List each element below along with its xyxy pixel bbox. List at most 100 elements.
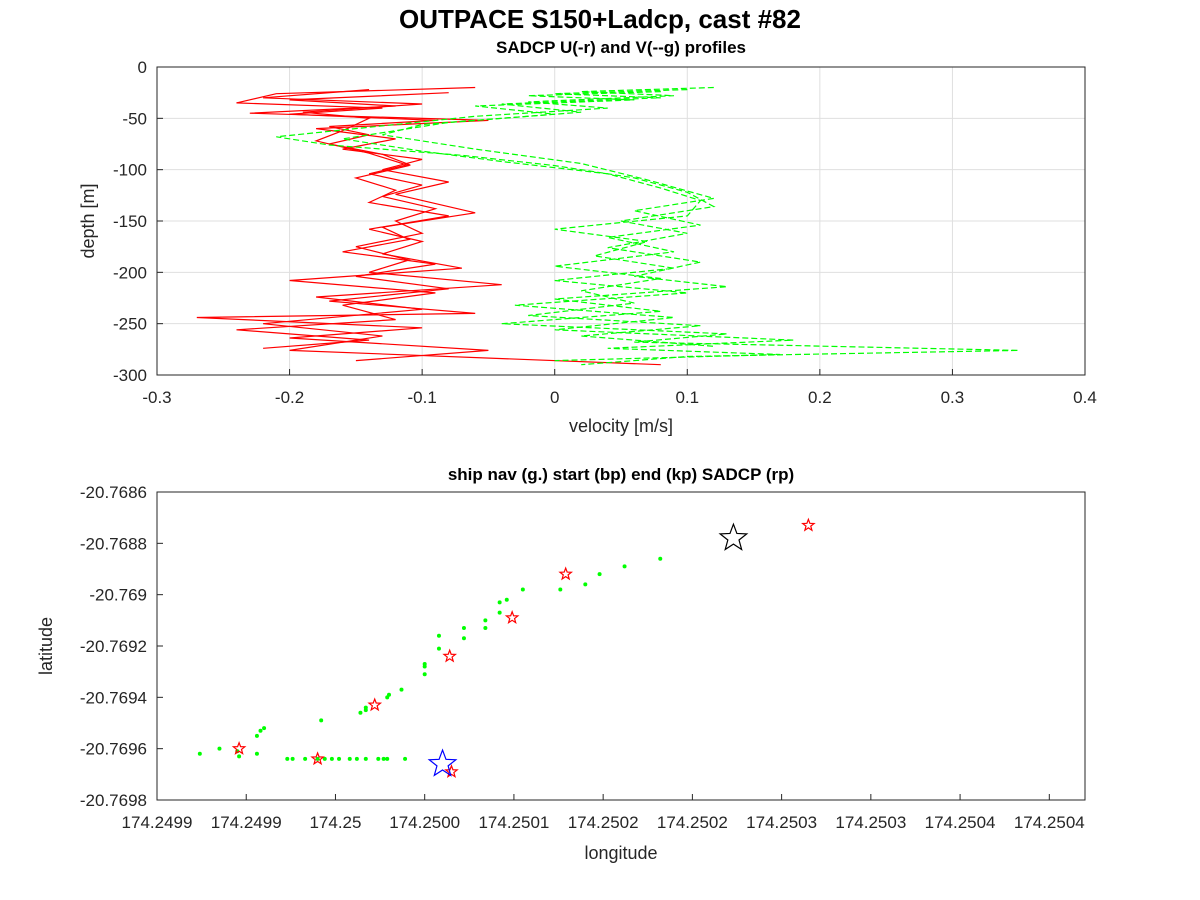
profiles-x-tick-label: 0.1 — [675, 388, 699, 407]
ship-nav-point — [422, 661, 427, 666]
profiles-x-axis-label: velocity [m/s] — [569, 416, 673, 436]
ship-nav-point — [358, 710, 363, 715]
ship-nav-point — [461, 636, 466, 641]
nav-y-tick-label: -20.7688 — [80, 534, 147, 553]
profiles-axes: SADCP U(-r) and V(--g) profiles -0.3 -0.2… — [78, 38, 1097, 436]
profiles-ticks: -0.3 -0.2 -0.1 0 0.1 0.2 0.3 0.4 0 -50 -100 -150 -20… — [113, 58, 1097, 407]
nav-y-tick-label: -20.769 — [89, 586, 147, 605]
nav-y-axis-label: latitude — [36, 617, 56, 675]
end-star-marker — [718, 522, 749, 551]
profiles-x-tick-label: 0 — [550, 388, 559, 407]
nav-x-tick-label: 174.2503 — [835, 813, 906, 832]
ship-nav-point — [622, 564, 627, 569]
profiles-x-tick-label: 0.3 — [941, 388, 965, 407]
ship-nav-point — [303, 756, 308, 761]
ship-nav-point — [337, 756, 342, 761]
nav-y-tick-label: -20.7698 — [80, 791, 147, 810]
sadcp-star-marker — [442, 648, 458, 663]
nav-x-axis-label: longitude — [584, 843, 657, 863]
ship-nav-point — [376, 756, 381, 761]
profiles-x-tick-label: -0.1 — [407, 388, 436, 407]
profiles-y-tick-label: -100 — [113, 161, 147, 180]
v-profile-line — [382, 91, 714, 347]
nav-y-tick-label: -20.7696 — [80, 740, 147, 759]
ship-nav-point — [217, 746, 222, 751]
nav-ticks: 174.2499 174.2499 174.25 174.2500 174.2501 17… — [80, 483, 1085, 832]
ship-nav-point — [354, 756, 359, 761]
ship-nav-point — [422, 672, 427, 677]
profiles-y-tick-label: -250 — [113, 315, 147, 334]
ship-nav-point — [385, 756, 390, 761]
ship-nav-point — [322, 756, 327, 761]
ship-nav-point — [403, 756, 408, 761]
sadcp-star-marker — [558, 566, 574, 581]
v-profile-line — [342, 89, 794, 362]
nav-x-tick-label: 174.2502 — [568, 813, 639, 832]
ship-nav-point — [399, 687, 404, 692]
ship-nav-point — [583, 582, 588, 587]
nav-x-tick-label: 174.2504 — [925, 813, 996, 832]
profiles-y-axis-label: depth [m] — [78, 183, 98, 258]
profiles-series — [196, 86, 1019, 366]
ship-nav-point — [319, 718, 324, 723]
ship-nav-point — [315, 756, 320, 761]
ship-nav-point — [387, 692, 391, 697]
sadcp-star-marker — [801, 517, 816, 532]
nav-x-tick-label: 174.2502 — [657, 813, 728, 832]
profiles-x-tick-label: -0.2 — [275, 388, 304, 407]
ship-nav-point — [363, 756, 368, 761]
nav-x-tick-label: 174.2503 — [746, 813, 817, 832]
profiles-y-tick-label: 0 — [138, 58, 147, 77]
ship-nav-point — [504, 597, 509, 602]
sadcp-star-marker — [231, 740, 247, 755]
ship-nav-point — [381, 756, 386, 761]
profiles-y-tick-label: -300 — [113, 366, 147, 385]
ship-nav-point — [363, 705, 368, 710]
nav-axes: ship nav (g.) start (bp) end (kp) SADCP … — [36, 465, 1086, 863]
ship-nav-point — [254, 751, 259, 756]
ship-nav-point — [347, 756, 352, 761]
profiles-x-tick-label: 0.2 — [808, 388, 832, 407]
profiles-y-tick-label: -150 — [113, 212, 147, 231]
ship-nav-point — [658, 556, 663, 561]
nav-x-tick-label: 174.2499 — [122, 813, 193, 832]
nav-x-tick-label: 174.2501 — [478, 813, 549, 832]
ship-nav-point — [461, 626, 466, 631]
nav-axes-title: ship nav (g.) start (bp) end (kp) SADCP … — [448, 465, 794, 484]
nav-y-tick-label: -20.7686 — [80, 483, 147, 502]
ship-nav-point — [558, 587, 563, 592]
ship-nav-point — [329, 756, 334, 761]
sadcp-star-marker — [444, 764, 459, 779]
profiles-axes-title: SADCP U(-r) and V(--g) profiles — [496, 38, 746, 57]
nav-x-tick-label: 174.2500 — [389, 813, 460, 832]
nav-x-tick-label: 174.2504 — [1014, 813, 1085, 832]
ship-nav-point — [237, 754, 242, 759]
figure-title: OUTPACE S150+Ladcp, cast #82 — [399, 4, 801, 34]
ship-nav-point — [483, 618, 488, 623]
u-profile-line — [236, 89, 463, 349]
nav-points — [197, 517, 816, 779]
nav-x-tick-label: 174.2499 — [211, 813, 282, 832]
ship-nav-point — [197, 751, 202, 756]
nav-y-tick-label: -20.7692 — [80, 637, 147, 656]
ship-nav-point — [258, 728, 263, 733]
sadcp-star-marker — [310, 751, 325, 766]
ship-nav-point — [436, 633, 441, 638]
ship-nav-point — [262, 726, 267, 731]
ship-nav-point — [483, 626, 488, 631]
ship-nav-point — [285, 756, 290, 761]
nav-y-tick-label: -20.7694 — [80, 688, 147, 707]
start-star-marker — [427, 748, 458, 777]
ship-nav-point — [290, 756, 295, 761]
ship-nav-point — [497, 610, 502, 615]
profiles-y-tick-label: -200 — [113, 263, 147, 282]
profiles-x-tick-label: 0.4 — [1073, 388, 1097, 407]
profiles-x-tick-label: -0.3 — [142, 388, 171, 407]
ship-nav-point — [254, 733, 259, 738]
sadcp-star-marker — [504, 610, 520, 625]
ship-nav-point — [520, 587, 525, 592]
sadcp-star-marker — [367, 697, 383, 712]
nav-x-tick-label: 174.25 — [309, 813, 361, 832]
